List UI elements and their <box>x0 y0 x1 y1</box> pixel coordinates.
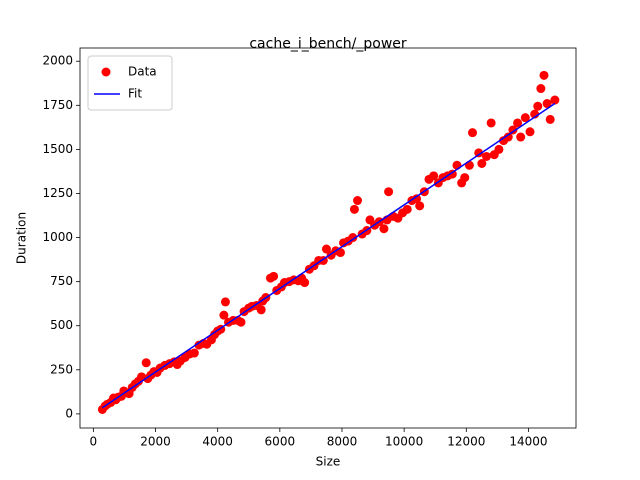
data-point <box>141 358 151 368</box>
data-point <box>516 132 526 142</box>
y-tick-label: 500 <box>50 318 73 332</box>
data-point <box>402 204 412 214</box>
data-point <box>321 244 331 254</box>
data-point <box>415 201 425 211</box>
legend-label: Fit <box>128 87 142 101</box>
y-tick-label: 750 <box>50 274 73 288</box>
data-point <box>481 151 491 161</box>
data-point <box>542 99 552 109</box>
y-axis-label: Duration <box>15 212 29 264</box>
data-point <box>464 160 474 170</box>
x-tick-label: 2000 <box>140 435 171 449</box>
data-point <box>536 84 546 94</box>
data-point <box>468 128 478 138</box>
data-point <box>513 118 523 128</box>
x-tick-label: 12000 <box>447 435 485 449</box>
data-point <box>219 310 229 320</box>
data-point <box>349 204 359 214</box>
x-tick-label: 10000 <box>385 435 423 449</box>
data-point <box>503 132 513 142</box>
data-point <box>429 171 439 181</box>
data-point <box>353 196 363 206</box>
x-tick-label: 8000 <box>327 435 358 449</box>
x-tick-label: 14000 <box>509 435 547 449</box>
y-tick-label: 250 <box>50 362 73 376</box>
data-point <box>477 158 487 168</box>
data-point <box>412 194 422 204</box>
data-point <box>220 297 230 307</box>
data-point <box>533 101 543 111</box>
x-tick-label: 4000 <box>202 435 233 449</box>
data-point <box>335 248 345 258</box>
data-point <box>348 233 358 243</box>
x-tick-label: 6000 <box>265 435 296 449</box>
data-point <box>494 144 504 154</box>
y-tick-label: 2000 <box>42 54 73 68</box>
data-point <box>460 173 470 183</box>
data-point <box>486 118 496 128</box>
plot-frame <box>79 47 577 429</box>
y-tick-label: 0 <box>65 406 73 420</box>
x-axis-label: Size <box>316 455 341 469</box>
data-point <box>474 148 484 158</box>
data-point <box>236 317 246 327</box>
data-point <box>384 187 394 197</box>
data-point <box>379 224 389 234</box>
y-tick-label: 1250 <box>42 186 73 200</box>
y-tick-label: 1000 <box>42 230 73 244</box>
data-point <box>189 348 199 358</box>
data-point <box>525 127 535 137</box>
legend-marker <box>101 67 111 77</box>
data-point <box>269 271 279 281</box>
chart-title: cache_i_bench/_power <box>249 36 407 52</box>
data-point <box>256 305 266 315</box>
x-tick-label: 0 <box>90 435 98 449</box>
data-point <box>508 125 518 135</box>
data-point <box>520 113 530 123</box>
fit-line <box>101 102 556 409</box>
data-point <box>550 95 560 105</box>
data-point <box>452 160 462 170</box>
data-point <box>545 114 555 124</box>
y-tick-label: 1500 <box>42 142 73 156</box>
y-tick-label: 1750 <box>42 98 73 112</box>
data-point <box>539 70 549 80</box>
data-point <box>300 278 310 288</box>
legend-label: Data <box>128 65 157 79</box>
